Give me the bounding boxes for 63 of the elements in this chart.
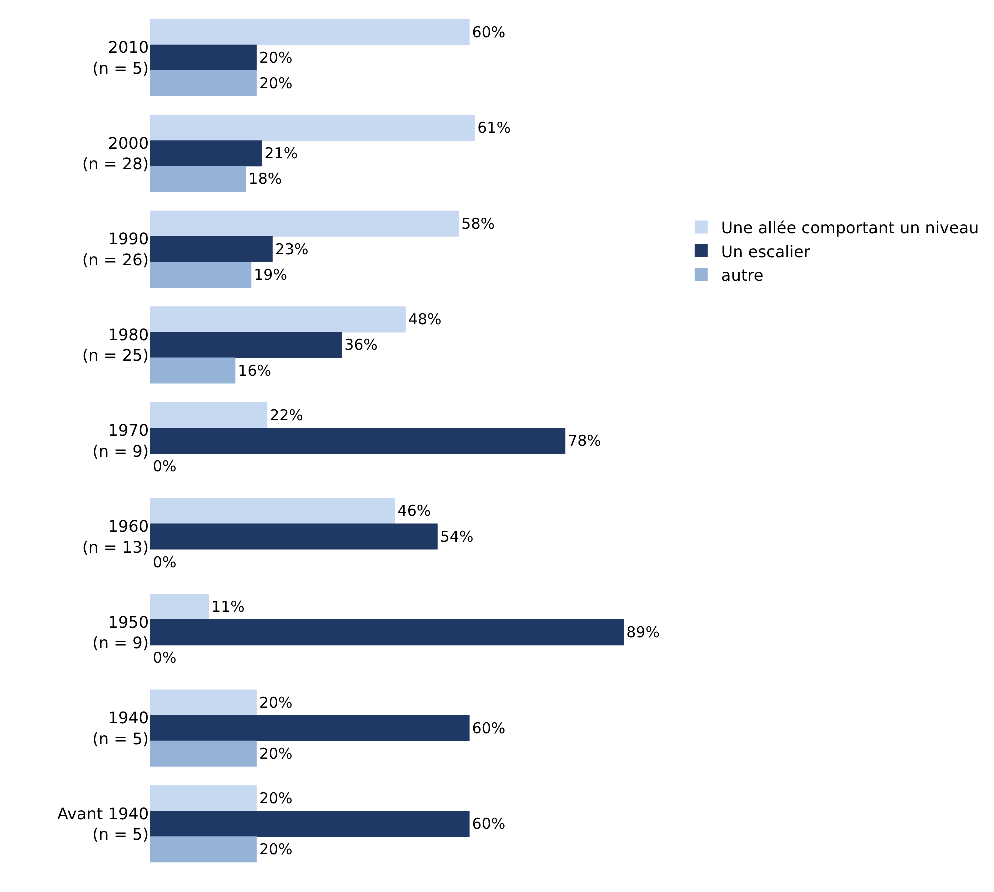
bar bbox=[150, 70, 257, 96]
bar bbox=[150, 740, 257, 767]
legend-label: Un escalier bbox=[721, 242, 811, 262]
y-tick-label: 1950 (n = 9) bbox=[92, 612, 149, 653]
bar bbox=[150, 332, 342, 358]
data-label: 18% bbox=[248, 170, 282, 188]
bar bbox=[150, 690, 257, 716]
bar bbox=[150, 715, 470, 742]
data-label: 20% bbox=[259, 48, 293, 67]
y-tick-label: 1960 (n = 13) bbox=[82, 516, 149, 557]
data-label: 11% bbox=[212, 598, 245, 616]
y-tick-label: 2000 (n = 28) bbox=[82, 134, 149, 174]
data-label: 78% bbox=[568, 432, 602, 450]
bar bbox=[150, 19, 470, 46]
y-tick-label: 1970 (n = 9) bbox=[92, 421, 149, 461]
y-tick-label: Avant 1940 (n = 5) bbox=[58, 804, 149, 844]
bar bbox=[150, 236, 273, 262]
bar bbox=[150, 786, 257, 812]
y-tick-label: 1990 (n = 26) bbox=[82, 230, 149, 270]
bar bbox=[150, 210, 460, 237]
bar bbox=[150, 115, 476, 142]
y-tick-label: 1980 (n = 25) bbox=[82, 325, 149, 366]
data-label: 36% bbox=[344, 336, 378, 354]
y-tick-label: 2010 (n = 5) bbox=[92, 38, 149, 78]
bar bbox=[150, 620, 624, 646]
data-label: 0% bbox=[153, 649, 177, 668]
bar bbox=[150, 44, 257, 71]
bar bbox=[150, 498, 396, 524]
data-label: 16% bbox=[238, 362, 272, 380]
data-label: 20% bbox=[259, 74, 293, 92]
legend-label: Une allée comportant un niveau bbox=[721, 218, 980, 238]
data-label: 19% bbox=[254, 266, 288, 284]
data-label: 89% bbox=[626, 624, 660, 642]
data-label: 20% bbox=[259, 790, 293, 808]
data-label: 54% bbox=[440, 528, 474, 546]
data-label: 22% bbox=[270, 406, 304, 424]
y-tick-label: 1940 (n = 5) bbox=[92, 708, 149, 748]
data-label: 23% bbox=[275, 240, 309, 258]
data-label: 48% bbox=[408, 310, 442, 329]
data-label: 20% bbox=[259, 694, 293, 712]
bar bbox=[150, 594, 210, 620]
data-label: 21% bbox=[264, 144, 298, 163]
legend-label: autre bbox=[721, 266, 764, 286]
bar bbox=[150, 358, 236, 384]
bar bbox=[150, 524, 438, 550]
data-label: 60% bbox=[472, 815, 506, 834]
data-label: 0% bbox=[153, 458, 177, 476]
data-label: 0% bbox=[153, 553, 177, 572]
bar bbox=[150, 166, 246, 192]
bar bbox=[150, 811, 470, 838]
data-label: 46% bbox=[398, 502, 432, 520]
bar bbox=[150, 836, 257, 863]
bar bbox=[150, 428, 566, 454]
data-label: 20% bbox=[259, 744, 293, 763]
data-label: 60% bbox=[472, 719, 506, 738]
bar bbox=[150, 402, 268, 428]
data-label: 60% bbox=[472, 23, 506, 42]
bar bbox=[150, 306, 406, 333]
data-label: 20% bbox=[259, 840, 293, 859]
bar bbox=[150, 262, 252, 288]
data-label: 58% bbox=[462, 214, 496, 233]
data-label: 61% bbox=[478, 119, 511, 138]
bar bbox=[150, 140, 262, 167]
